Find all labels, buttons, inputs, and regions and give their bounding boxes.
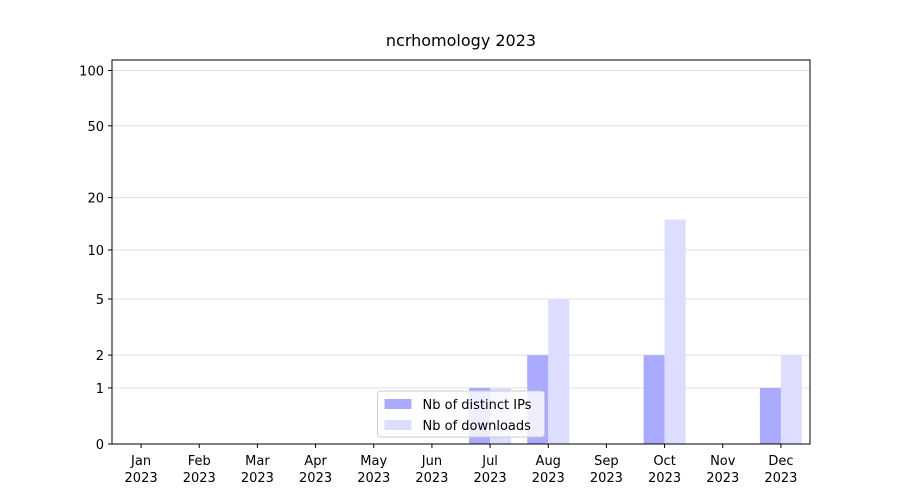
legend-swatch <box>384 399 412 409</box>
x-tick-label: Feb 2023 <box>183 454 216 486</box>
bar <box>759 387 781 444</box>
y-tick-label: 1 <box>96 382 104 397</box>
bar <box>780 355 802 444</box>
chart-title: ncrhomology 2023 <box>386 31 536 50</box>
y-tick-label: 2 <box>96 349 104 364</box>
x-tick-label: Mar 2023 <box>241 454 274 486</box>
x-tick-label: Jun 2023 <box>415 454 448 486</box>
x-tick-label: Dec 2023 <box>764 454 797 486</box>
y-tick-label: 20 <box>87 192 104 207</box>
x-tick-label: Apr 2023 <box>299 454 332 486</box>
bar <box>643 355 665 444</box>
legend-box <box>377 390 545 438</box>
legend-swatch <box>384 420 412 430</box>
y-tick-label: 5 <box>96 293 104 308</box>
x-tick-label: Sep 2023 <box>590 454 623 486</box>
x-tick-label: Nov 2023 <box>706 454 739 486</box>
x-tick-label: Jul 2023 <box>474 454 507 486</box>
plot-frame <box>111 59 811 445</box>
y-tick-label: 10 <box>87 244 104 259</box>
y-tick-label: 50 <box>87 120 104 135</box>
bar <box>548 298 570 444</box>
x-tick-label: Jan 2023 <box>125 454 158 486</box>
x-tick-label: May 2023 <box>357 454 390 486</box>
x-tick-label: Aug 2023 <box>532 454 565 486</box>
legend-label: Nb of distinct IPs <box>423 398 532 413</box>
bar <box>664 219 686 444</box>
y-tick-label: 0 <box>96 438 104 453</box>
y-tick-label: 100 <box>79 65 104 80</box>
x-tick-label: Oct 2023 <box>648 454 681 486</box>
legend-label: Nb of downloads <box>423 419 532 434</box>
legend: Nb of distinct IPs Nb of downloads <box>377 390 545 438</box>
